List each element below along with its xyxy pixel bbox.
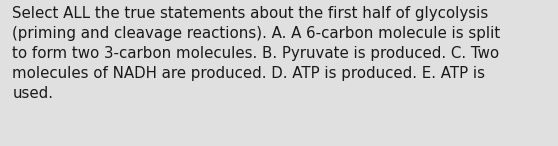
- Text: Select ALL the true statements about the first half of glycolysis
(priming and c: Select ALL the true statements about the…: [12, 6, 501, 101]
